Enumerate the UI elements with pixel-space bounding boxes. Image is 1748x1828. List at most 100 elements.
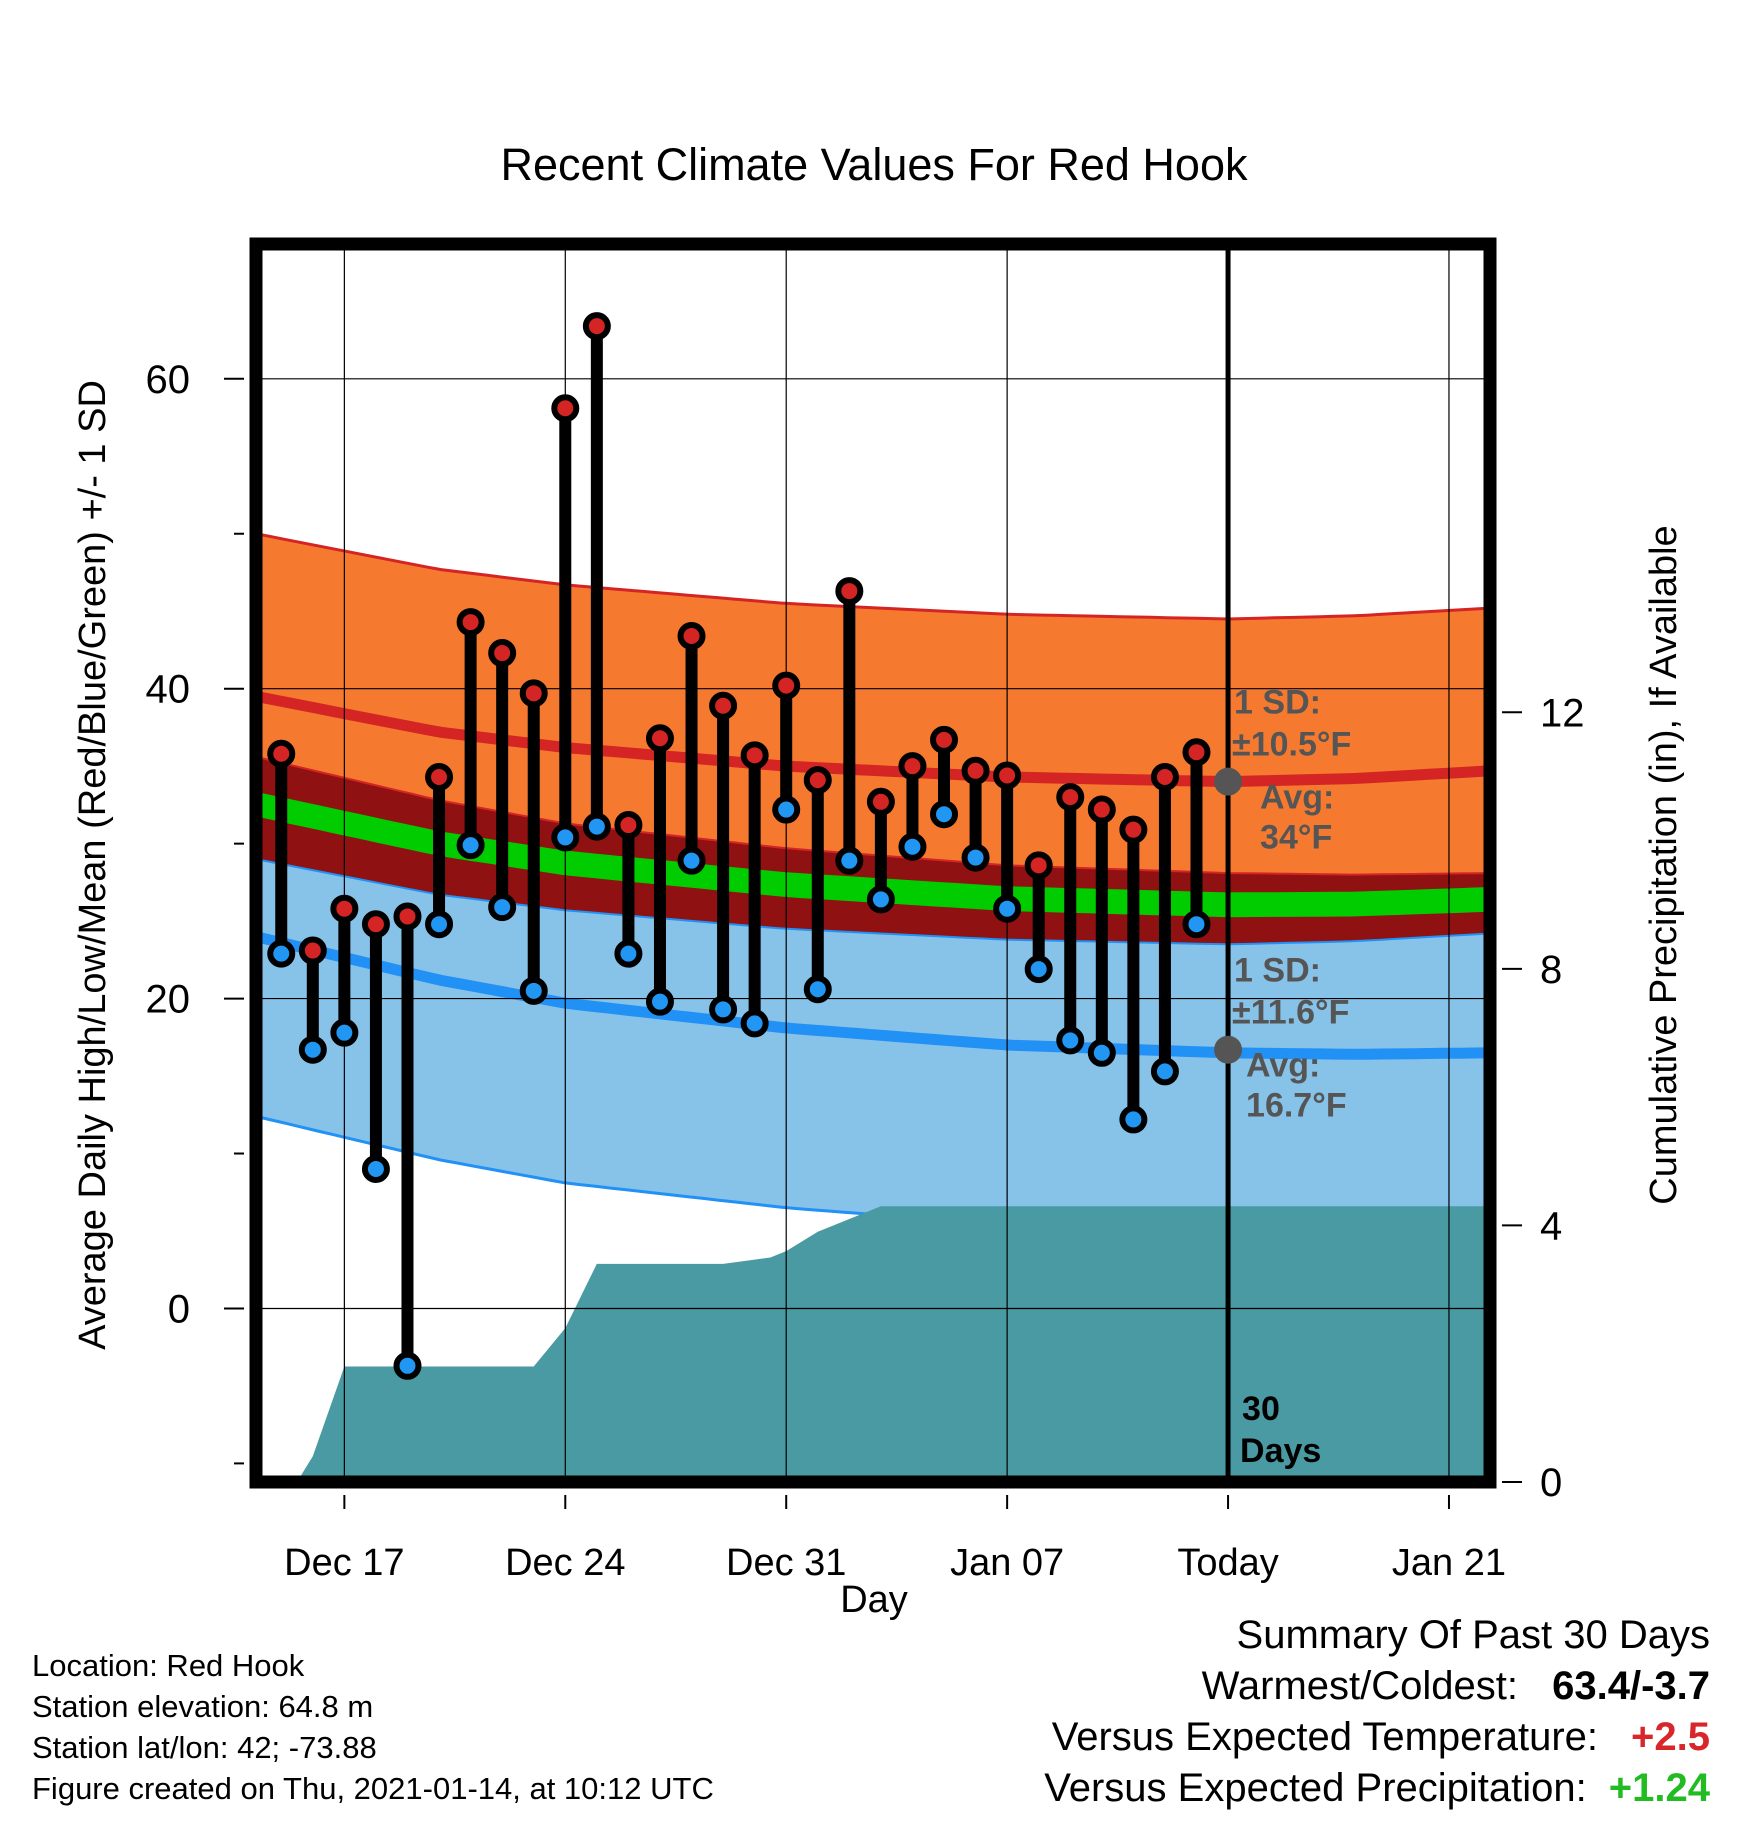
axes: Dec 17 Dec 24 Dec 31 Jan 07 Today Jan 2102040… <box>146 358 1585 1584</box>
low-temp-point <box>993 894 1022 923</box>
daily-markers <box>267 312 1211 1380</box>
low-temp-point <box>456 831 485 860</box>
x-tick-label: Dec 17 <box>284 1542 404 1584</box>
low-temp-point <box>519 976 548 1005</box>
precipitation-area <box>297 1206 1490 1482</box>
low-temp-point <box>772 795 801 824</box>
elevation-text: Station elevation: 64.8 m <box>32 1689 374 1724</box>
high-temp-point <box>930 725 959 754</box>
daily-range-stems <box>275 326 1203 1366</box>
low-temp-point <box>1056 1026 1085 1055</box>
low-sd-value: ±11.6°F <box>1232 994 1349 1032</box>
high-temp-point <box>803 766 832 795</box>
y-tick-label: 40 <box>146 668 191 712</box>
high-temp-point <box>1182 738 1211 767</box>
low-temp-point <box>425 910 454 939</box>
y2-tick-label: 12 <box>1540 691 1585 735</box>
high-temp-point <box>835 577 864 606</box>
plot-frame <box>249 237 1497 1489</box>
x-tick-label: Dec 31 <box>726 1542 846 1584</box>
low-temp-point <box>488 893 517 922</box>
low-temp-point <box>677 846 706 875</box>
low-temp-point <box>645 987 674 1016</box>
latlon-text: Station lat/lon: 42; -73.88 <box>32 1730 377 1765</box>
high-temp-point <box>582 312 611 341</box>
x-tick-label: Today <box>1177 1542 1278 1584</box>
high-temp-point <box>267 739 296 768</box>
created-text: Figure created on Thu, 2021-01-14, at 10… <box>32 1771 714 1806</box>
high-temp-point <box>456 608 485 637</box>
high-temp-point <box>614 811 643 840</box>
summary-temp: Versus Expected Temperature: +2.5 <box>1044 1712 1710 1763</box>
low-temp-point <box>582 812 611 841</box>
today-avg-high-point <box>1214 767 1243 796</box>
precip-fill <box>297 1206 1490 1482</box>
high-temp-point <box>1119 815 1148 844</box>
summary-panel: Summary Of Past 30 Days Warmest/Coldest:… <box>1044 1610 1710 1814</box>
low-sd-upper-line <box>256 755 1490 876</box>
low-temp-point <box>866 885 895 914</box>
low-temp-point <box>393 1351 422 1380</box>
low-temp-point <box>361 1155 390 1184</box>
y-axis-label: Average Daily High/Low/Mean (Red/Blue/Gr… <box>72 380 114 1350</box>
window-label-number: 30 <box>1242 1390 1280 1428</box>
y2-tick-label: 4 <box>1540 1204 1562 1248</box>
high-mean-line <box>256 691 1490 788</box>
low-temp-point <box>835 846 864 875</box>
y-tick-label: 20 <box>146 978 191 1022</box>
precip-value: +1.24 <box>1608 1766 1710 1810</box>
high-temp-point <box>961 756 990 785</box>
chart-title: Recent Climate Values For Red Hook <box>501 139 1248 190</box>
low-temp-point <box>1150 1057 1179 1086</box>
low-temp-point <box>709 995 738 1024</box>
location-text: Location: Red Hook <box>32 1648 305 1683</box>
low-temp-point <box>267 939 296 968</box>
low-temp-point <box>1024 955 1053 984</box>
low-mean-line <box>256 931 1490 1060</box>
high-temp-point <box>1056 783 1085 812</box>
low-temp-point <box>1087 1038 1116 1067</box>
low-temp-point <box>1182 910 1211 939</box>
low-temp-point <box>930 800 959 829</box>
precip-label: Versus Expected Precipitation: <box>1044 1766 1587 1810</box>
low-temp-point <box>551 823 580 852</box>
low-temp-point <box>1119 1105 1148 1134</box>
y2-tick-label: 8 <box>1540 948 1562 992</box>
low-temp-point <box>614 939 643 968</box>
window-label-unit: Days <box>1240 1432 1321 1470</box>
x-axis-label: Day <box>840 1579 908 1621</box>
y2-axis-label: Cumulative Precipitation (in), If Availa… <box>1643 525 1685 1204</box>
high-sd-value: ±10.5°F <box>1232 726 1351 764</box>
low-avg-value: 16.7°F <box>1246 1087 1347 1125</box>
high-temp-point <box>772 671 801 700</box>
high-sd-upper-line <box>256 532 1490 621</box>
high-sd-lower-line <box>256 858 1490 946</box>
high-temp-point <box>488 639 517 668</box>
y-tick-label: 0 <box>168 1287 190 1331</box>
station-info: Location: Red Hook Station elevation: 64… <box>32 1645 714 1809</box>
high-temp-point <box>993 761 1022 790</box>
temp-label: Versus Expected Temperature: <box>1051 1715 1598 1759</box>
warm-cold-value: 63.4/-3.7 <box>1552 1664 1710 1708</box>
high-temp-point <box>1087 795 1116 824</box>
high-temp-point <box>709 691 738 720</box>
high-temp-point <box>866 787 895 816</box>
high-temp-point <box>298 936 327 965</box>
summary-precip: Versus Expected Precipitation: +1.24 <box>1044 1763 1710 1814</box>
warm-cold-label: Warmest/Coldest: <box>1201 1664 1518 1708</box>
low-temp-point <box>803 975 832 1004</box>
high-temp-point <box>1150 763 1179 792</box>
x-tick-label: Dec 24 <box>505 1542 625 1584</box>
low-temp-point <box>298 1035 327 1064</box>
high-temp-point <box>677 622 706 651</box>
high-temp-point <box>393 902 422 931</box>
low-temp-point <box>961 843 990 872</box>
high-temp-point <box>519 679 548 708</box>
high-temp-point <box>425 763 454 792</box>
temp-value: +2.5 <box>1631 1715 1710 1759</box>
high-temp-point <box>740 741 769 770</box>
high-avg-label: Avg: <box>1260 779 1334 817</box>
low-temp-point <box>330 1018 359 1047</box>
high-temp-point <box>898 752 927 781</box>
